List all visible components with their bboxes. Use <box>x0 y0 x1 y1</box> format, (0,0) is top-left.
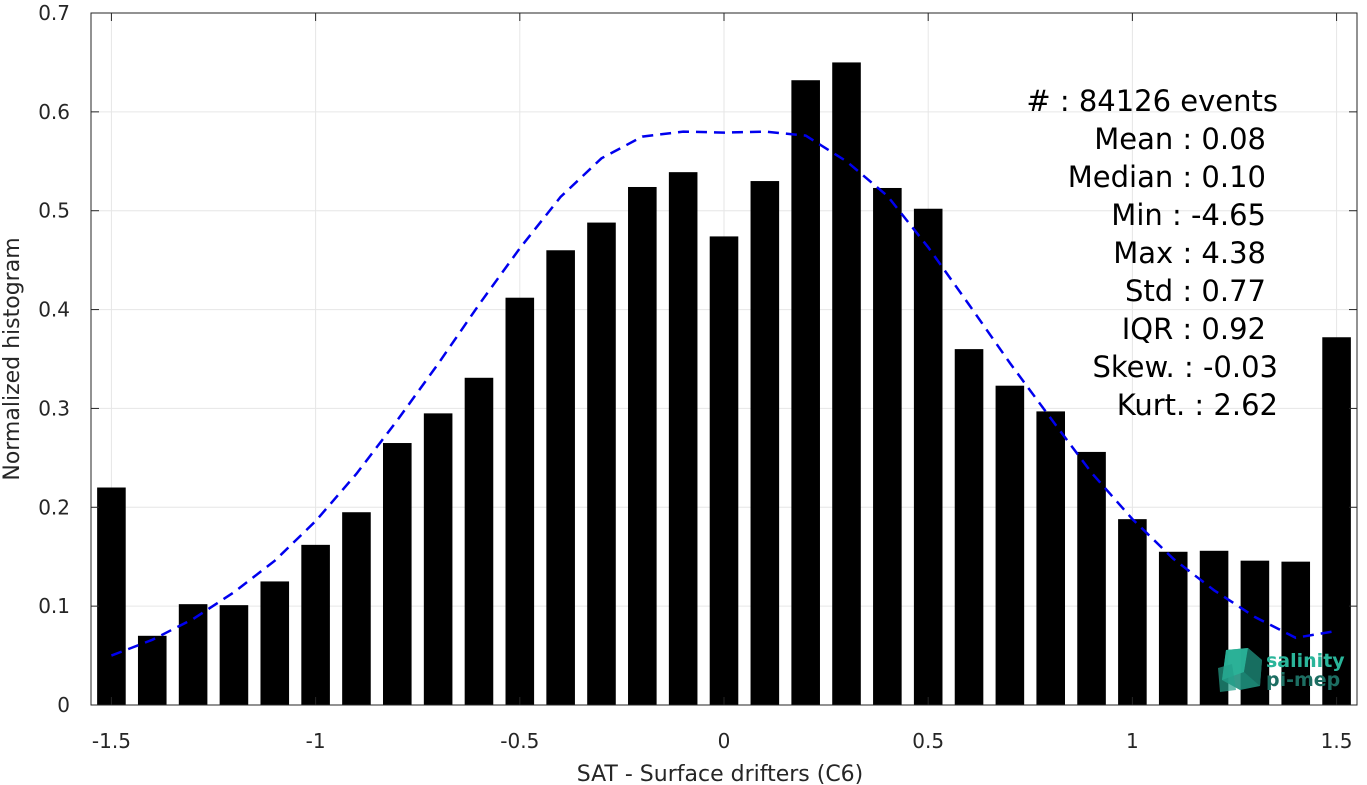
logo-cube-icon <box>1218 648 1262 692</box>
x-tick-label: 0 <box>718 729 731 753</box>
histogram-bar <box>913 208 943 706</box>
histogram-bar <box>97 487 126 705</box>
histogram-bar <box>954 349 984 705</box>
x-tick-label: -1 <box>306 729 326 753</box>
histogram-bar <box>628 186 657 705</box>
x-axis-label: SAT - Surface drifters (C6) <box>577 762 864 785</box>
y-tick-label: 0.2 <box>38 495 70 519</box>
histogram-bar <box>709 236 739 705</box>
histogram-bar <box>668 172 698 705</box>
histogram-bar <box>995 385 1025 705</box>
y-axis-ticks: 0 0.1 0.2 0.3 0.4 0.5 0.6 0.7 <box>38 1 1357 717</box>
stats-min: Min : -4.65 <box>1111 198 1266 232</box>
y-tick-label: 0.6 <box>38 100 70 124</box>
gaussian-fit-curve <box>110 130 1337 657</box>
x-axis-ticks: -1.5 -1 -0.5 0 0.5 1 1.5 <box>92 13 1353 753</box>
histogram-bar <box>301 544 330 705</box>
histogram-bar <box>342 512 371 705</box>
histogram-bar <box>464 377 494 705</box>
y-tick-label: 0 <box>57 693 70 717</box>
x-tick-label: 0.5 <box>912 729 944 753</box>
gaussian-fit-line <box>110 130 1337 657</box>
histogram-bar <box>1322 337 1351 705</box>
y-tick-label: 0.3 <box>38 396 70 420</box>
histogram-bar <box>873 187 902 705</box>
histogram-bar <box>1158 551 1188 705</box>
histogram-bar <box>791 80 820 706</box>
statistics-annotation: # : 84126 events Mean : 0.08 Median : 0.… <box>1026 84 1278 422</box>
histogram-bar <box>1118 519 1147 705</box>
stats-count: # : 84126 events <box>1026 84 1278 118</box>
histogram-bar <box>1036 411 1066 705</box>
histogram-bar <box>587 222 616 705</box>
stats-max: Max : 4.38 <box>1113 236 1266 270</box>
logo-text-pi-mep: pi-mep <box>1266 669 1340 691</box>
histogram-bar <box>1077 451 1106 705</box>
histogram-bar <box>832 62 861 705</box>
stats-median: Median : 0.10 <box>1068 160 1266 194</box>
stats-iqr: IQR : 0.92 <box>1122 312 1266 346</box>
y-tick-label: 0.1 <box>38 594 70 618</box>
histogram-bar <box>423 413 453 705</box>
y-axis-label: Normalized histogram <box>0 237 25 480</box>
histogram-bar <box>178 604 208 705</box>
histogram-bar <box>750 181 780 706</box>
y-tick-label: 0.5 <box>38 199 70 223</box>
histogram-bar <box>546 250 575 705</box>
logo-text-salinity: salinity <box>1266 650 1345 672</box>
histogram-bar <box>219 605 249 705</box>
x-tick-label: 1 <box>1126 729 1139 753</box>
stats-skewness: Skew. : -0.03 <box>1092 350 1278 384</box>
y-tick-label: 0.7 <box>38 1 70 25</box>
x-tick-label: 1.5 <box>1321 729 1353 753</box>
histogram-bar <box>260 581 290 705</box>
histogram-bar <box>505 297 535 705</box>
x-tick-label: -1.5 <box>92 729 131 753</box>
histogram-bar <box>382 443 412 705</box>
x-tick-label: -0.5 <box>500 729 539 753</box>
y-tick-label: 0.4 <box>38 298 70 322</box>
histogram-bars <box>97 62 1351 706</box>
stats-kurtosis: Kurt. : 2.62 <box>1117 388 1278 422</box>
histogram-bar <box>137 635 167 705</box>
stats-std: Std : 0.77 <box>1125 274 1266 308</box>
salinity-pi-mep-logo: salinity pi-mep <box>1218 648 1345 692</box>
stats-mean: Mean : 0.08 <box>1094 122 1266 156</box>
grid-lines <box>91 12 1357 706</box>
